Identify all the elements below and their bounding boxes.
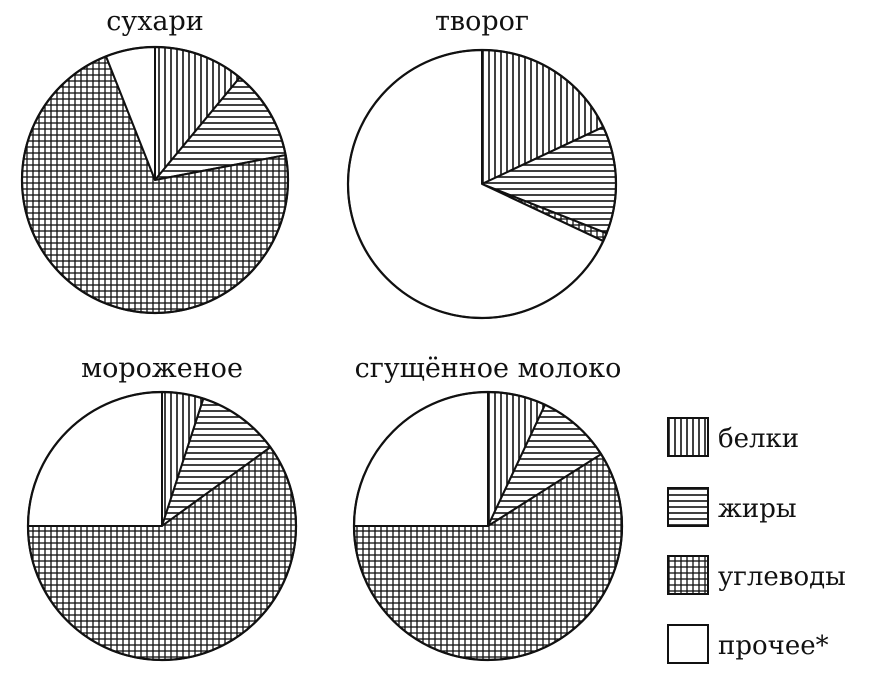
pie-outline bbox=[26, 390, 298, 662]
chart-title: сгущённое молоко bbox=[355, 353, 622, 384]
pie-slice-prochee bbox=[27, 391, 163, 527]
chart-title: творог bbox=[435, 6, 529, 37]
legend-label: белки bbox=[718, 424, 799, 454]
pie-chart-sgushchennoe-moloko: сгущённое молоко bbox=[352, 353, 624, 662]
pie-slice-prochee bbox=[353, 391, 489, 527]
legend-swatch-vertical-lines bbox=[667, 417, 709, 457]
legend-item-zhiry: жиры bbox=[667, 487, 797, 527]
chart-title: мороженое bbox=[81, 353, 243, 384]
legend-swatch-blank bbox=[667, 624, 709, 664]
pie-outline bbox=[352, 390, 624, 662]
legend-item-prochee: прочее* bbox=[667, 624, 829, 664]
pie-slices bbox=[26, 390, 298, 662]
pie-slices bbox=[352, 390, 624, 662]
pie-chart-morozhenoe: мороженое bbox=[26, 353, 298, 662]
legend-swatch-horizontal-lines bbox=[667, 487, 709, 527]
legend-label: жиры bbox=[718, 494, 797, 524]
chart-title: сухари bbox=[106, 6, 204, 37]
legend-label: прочее* bbox=[718, 631, 829, 661]
legend-item-uglevody: углеводы bbox=[667, 555, 846, 595]
pie-slices bbox=[20, 45, 290, 315]
legend-item-belki: белки bbox=[667, 417, 799, 457]
legend-swatch-crosshatch bbox=[667, 555, 709, 595]
pie-slices bbox=[346, 48, 618, 320]
pie-chart-suhari: сухари bbox=[20, 6, 290, 315]
legend: белки жиры углеводы прочее* bbox=[667, 417, 846, 664]
pie-outline bbox=[20, 45, 290, 315]
pie-chart-tvorog: творог bbox=[346, 6, 618, 320]
pie-outline bbox=[346, 48, 618, 320]
legend-label: углеводы bbox=[718, 562, 846, 592]
